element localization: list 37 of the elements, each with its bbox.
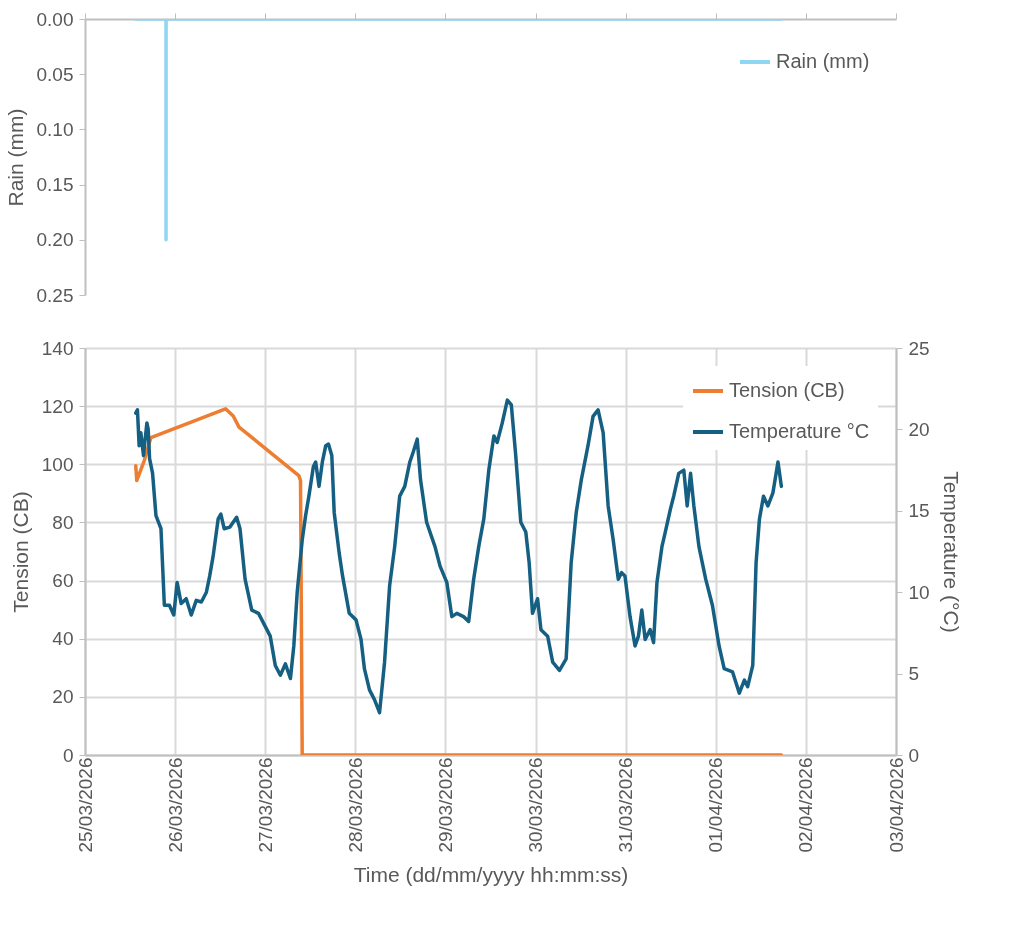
x-tick-label: 03/04/2026 bbox=[885, 757, 907, 853]
legend-label: Tension (CB) bbox=[729, 379, 845, 401]
y-axis-title: Tension (CB) bbox=[8, 491, 32, 613]
x-tick-label: 28/03/2026 bbox=[344, 757, 366, 853]
y2-tick-label: 25 bbox=[908, 337, 930, 359]
legend-label: Temperature °C bbox=[729, 420, 870, 442]
y2-tick-label: 10 bbox=[908, 581, 930, 603]
y2-axis-title: Temperature (°C) bbox=[939, 471, 963, 633]
y2-tick-label: 15 bbox=[908, 500, 930, 522]
x-tick-label: 02/04/2026 bbox=[795, 757, 817, 853]
y-tick-label: 0.20 bbox=[36, 229, 74, 251]
x-tick-label: 26/03/2026 bbox=[164, 757, 186, 853]
y-axis-title: Rain (mm) bbox=[3, 108, 27, 207]
x-tick-label: 27/03/2026 bbox=[254, 757, 276, 853]
y-tick-label: 20 bbox=[52, 686, 74, 708]
legend-label: Rain (mm) bbox=[776, 50, 870, 72]
y-tick-label: 0 bbox=[62, 744, 74, 766]
y-tick-label: 120 bbox=[41, 395, 74, 417]
y-tick-label: 40 bbox=[52, 628, 74, 650]
y-tick-label: 0.05 bbox=[36, 63, 74, 85]
y2-tick-label: 5 bbox=[908, 663, 920, 685]
y2-tick-label: 0 bbox=[908, 744, 920, 766]
y-tick-label: 60 bbox=[52, 570, 74, 592]
x-tick-label: 31/03/2026 bbox=[615, 757, 637, 853]
y-tick-label: 0.10 bbox=[36, 118, 74, 140]
y-tick-label: 100 bbox=[41, 453, 74, 475]
y2-tick-label: 20 bbox=[908, 418, 930, 440]
y-tick-label: 140 bbox=[41, 337, 74, 359]
y-tick-label: 0.15 bbox=[36, 174, 74, 196]
y-tick-label: 0.00 bbox=[36, 8, 74, 30]
x-tick-label: 01/04/2026 bbox=[705, 757, 727, 853]
x-axis-title: Time (dd/mm/yyyy hh:mm:ss) bbox=[353, 862, 629, 886]
x-tick-label: 30/03/2026 bbox=[525, 757, 547, 853]
y-tick-label: 0.25 bbox=[36, 284, 74, 306]
y-tick-label: 80 bbox=[52, 511, 74, 533]
x-tick-label: 29/03/2026 bbox=[434, 757, 456, 853]
x-tick-label: 25/03/2026 bbox=[74, 757, 96, 853]
